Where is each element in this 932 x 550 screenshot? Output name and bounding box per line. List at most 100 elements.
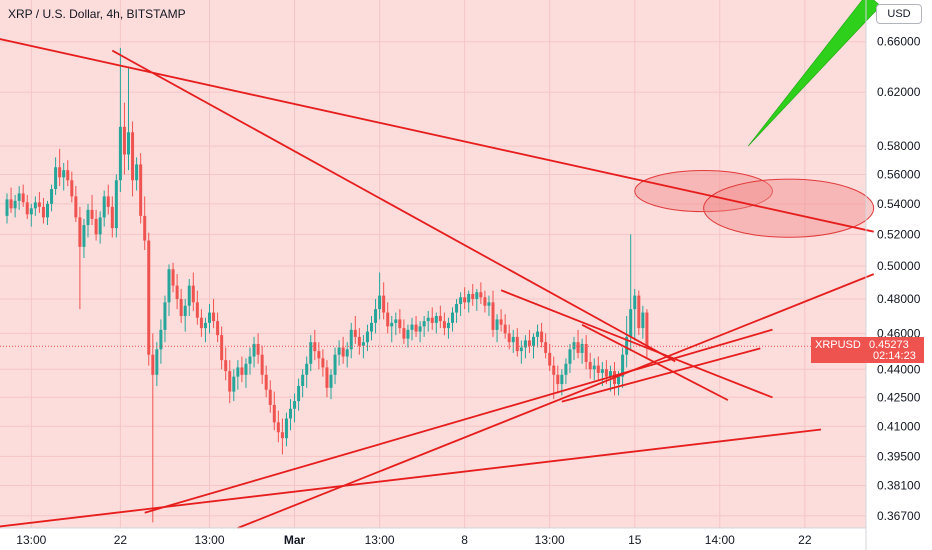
candle-body-92 xyxy=(378,295,382,310)
candle-body-133 xyxy=(544,342,548,353)
bar-countdown: 02:14:23 xyxy=(873,350,916,362)
candle-body-72 xyxy=(297,385,301,402)
y-tick-label-1: 0.62000 xyxy=(877,85,921,99)
candle-body-139 xyxy=(568,349,572,364)
candle-body-99 xyxy=(406,329,410,339)
y-tick-label-10: 0.42500 xyxy=(877,390,921,404)
last-price-symbol: XRPUSD xyxy=(815,339,861,351)
candle-body-25 xyxy=(106,196,110,207)
candle-body-144 xyxy=(588,361,592,370)
candle-body-55 xyxy=(228,371,232,392)
candle-body-53 xyxy=(220,335,224,361)
candle-body-6 xyxy=(29,208,33,215)
candle-body-120 xyxy=(491,302,495,330)
time-axis-background xyxy=(0,528,932,550)
candle-body-90 xyxy=(370,322,373,332)
candle-body-76 xyxy=(313,342,317,352)
candle-body-48 xyxy=(199,317,203,329)
candle-body-80 xyxy=(329,374,333,388)
candle-body-47 xyxy=(195,302,199,318)
candle-body-41 xyxy=(171,269,175,286)
candle-body-11 xyxy=(50,189,54,204)
candle-body-73 xyxy=(301,374,305,386)
price-axis-background xyxy=(866,0,932,550)
candle-body-12 xyxy=(54,167,58,190)
candle-body-86 xyxy=(353,329,357,337)
candle-body-109 xyxy=(446,322,450,329)
candle-body-115 xyxy=(471,293,475,299)
candle-body-46 xyxy=(191,285,195,303)
candle-body-82 xyxy=(337,347,341,355)
candle-body-83 xyxy=(341,347,345,357)
x-tick-label-0: 13:00 xyxy=(16,533,46,547)
y-tick-label-2: 0.58000 xyxy=(877,139,921,153)
x-tick-label-4: 13:00 xyxy=(365,533,395,547)
candle-body-97 xyxy=(398,319,402,329)
candle-body-43 xyxy=(179,298,183,316)
candle-body-81 xyxy=(333,354,337,375)
candle-body-101 xyxy=(414,324,418,332)
candle-body-54 xyxy=(224,360,228,372)
candle-body-91 xyxy=(374,309,378,323)
candle-body-147 xyxy=(600,369,604,373)
candle-body-152 xyxy=(621,354,625,377)
candle-body-59 xyxy=(244,363,248,375)
green-projection-arrow xyxy=(747,0,881,147)
candle-body-106 xyxy=(434,315,438,323)
candle-body-105 xyxy=(430,317,434,323)
candle-body-136 xyxy=(556,374,560,385)
y-tick-label-8: 0.46000 xyxy=(877,326,921,340)
candle-body-146 xyxy=(596,365,600,373)
highlight-ellipse-2 xyxy=(703,178,875,238)
candle-body-30 xyxy=(127,132,130,155)
candle-body-57 xyxy=(236,367,240,377)
candle-body-149 xyxy=(608,371,612,377)
candle-body-126 xyxy=(515,336,519,352)
candle-body-74 xyxy=(305,363,309,375)
candle-body-125 xyxy=(511,336,515,343)
candle-body-35 xyxy=(147,240,151,355)
candle-body-103 xyxy=(422,321,426,327)
x-tick-label-3: Mar xyxy=(284,533,306,547)
candle-body-104 xyxy=(426,317,430,322)
candle-body-42 xyxy=(175,285,179,299)
y-tick-label-11: 0.41000 xyxy=(877,419,921,433)
candle-body-128 xyxy=(523,340,527,348)
candle-body-38 xyxy=(159,329,163,350)
candle-body-29 xyxy=(122,126,126,155)
candle-body-134 xyxy=(548,352,552,366)
x-tick-label-8: 14:00 xyxy=(705,533,735,547)
y-tick-label-5: 0.52000 xyxy=(877,227,921,241)
candle-body-138 xyxy=(564,363,568,375)
candle-body-87 xyxy=(357,336,361,346)
candle-body-61 xyxy=(252,343,256,357)
candle-body-36 xyxy=(151,354,155,375)
candle-body-145 xyxy=(592,365,596,370)
trend-line-support-3 xyxy=(237,273,875,529)
candle-body-156 xyxy=(637,295,641,329)
currency-button[interactable]: USD xyxy=(876,4,922,24)
y-tick-label-14: 0.36700 xyxy=(877,509,921,523)
x-tick-label-7: 15 xyxy=(628,533,642,547)
candle-body-95 xyxy=(390,322,394,327)
candle-body-9 xyxy=(41,206,45,218)
y-tick-label-12: 0.39500 xyxy=(877,449,921,463)
candle-body-157 xyxy=(641,312,645,329)
candle-body-102 xyxy=(418,326,422,332)
candle-body-66 xyxy=(272,404,276,423)
candle-body-2 xyxy=(13,200,17,209)
candle-body-143 xyxy=(584,343,588,362)
candle-body-131 xyxy=(536,331,540,337)
candle-body-153 xyxy=(625,336,629,355)
candle-body-70 xyxy=(289,408,292,419)
candle-body-5 xyxy=(25,202,29,215)
candle-body-52 xyxy=(216,321,220,336)
trend-line-support-2 xyxy=(144,328,773,514)
candle-body-37 xyxy=(155,349,159,375)
candle-body-158 xyxy=(645,312,649,346)
candle-body-111 xyxy=(455,304,459,313)
candle-body-65 xyxy=(268,389,272,405)
candle-body-155 xyxy=(633,295,637,310)
